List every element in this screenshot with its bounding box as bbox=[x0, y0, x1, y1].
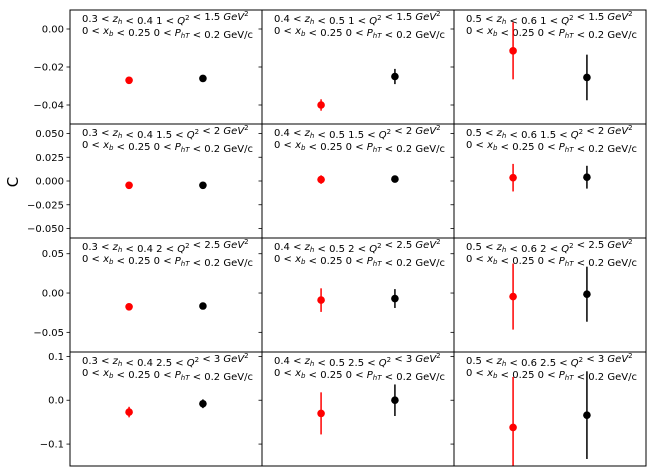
bin-label-zh-q2: 0.5 < zh < 0.6 2.5 < Q2 < 3 GeV2 bbox=[466, 352, 633, 369]
bin-label-zh-q2: 0.4 < zh < 0.5 2 < Q2 < 2.5 GeV2 bbox=[274, 238, 441, 255]
data-point-black bbox=[199, 181, 207, 190]
panel-r3-c1: 0.05 0.00 −0.05 0.3 < zh < 0.4 2 < Q2 < 2.5… bbox=[33, 237, 263, 353]
y-tick-label: 0.05 bbox=[42, 249, 64, 260]
data-point-red bbox=[125, 76, 133, 85]
bin-label-zh-q2: 0.5 < zh < 0.6 2 < Q2 < 2.5 GeV2 bbox=[466, 238, 633, 255]
y-tick-label: 0.0 bbox=[48, 396, 64, 407]
y-tick-label: −0.02 bbox=[33, 63, 64, 74]
data-point-red bbox=[509, 292, 517, 301]
y-tick-label: 0.000 bbox=[35, 177, 64, 188]
data-point-red bbox=[317, 409, 325, 418]
y-tick-label: −0.025 bbox=[27, 200, 64, 211]
data-point-black bbox=[583, 173, 591, 181]
data-point-red bbox=[125, 302, 133, 311]
panel-r1-c1: 0.00 −0.02 −0.04 0.3 < zh < 0.4 1 < Q2 < 1.… bbox=[33, 9, 263, 125]
data-point-black bbox=[199, 74, 207, 83]
data-point-red bbox=[125, 181, 133, 190]
bin-label-zh-q2: 0.5 < zh < 0.6 1.5 < Q2 < 2 GeV2 bbox=[466, 124, 633, 141]
bin-label-zh-q2: 0.4 < zh < 0.5 1 < Q2 < 1.5 GeV2 bbox=[274, 10, 441, 27]
data-point-red bbox=[509, 47, 517, 55]
bin-label-xb-pht: 0 < xb < 0.25 0 < PhT < 0.2 GeV/c bbox=[466, 26, 637, 41]
panel-frame bbox=[453, 351, 647, 467]
bin-label-xb-pht: 0 < xb < 0.25 0 < PhT < 0.2 GeV/c bbox=[274, 368, 445, 383]
panel-grid: 0.00 −0.02 −0.04 0.3 < zh < 0.4 1 < Q2 < 1.… bbox=[27, 9, 647, 467]
data-point-red bbox=[125, 408, 133, 416]
bin-label-zh-q2: 0.3 < zh < 0.4 1.5 < Q2 < 2 GeV2 bbox=[82, 124, 249, 141]
y-tick-label: −0.04 bbox=[33, 101, 64, 112]
bin-label-zh-q2: 0.5 < zh < 0.6 1 < Q2 < 1.5 GeV2 bbox=[466, 10, 633, 27]
y-tick-label: 0.00 bbox=[42, 289, 64, 300]
bin-label-zh-q2: 0.4 < zh < 0.5 2.5 < Q2 < 3 GeV2 bbox=[274, 352, 441, 369]
bin-label-zh-q2: 0.3 < zh < 0.4 1 < Q2 < 1.5 GeV2 bbox=[82, 10, 249, 27]
data-point-black bbox=[391, 175, 399, 183]
data-point-black bbox=[583, 290, 591, 299]
y-tick-label: 0.1 bbox=[48, 352, 64, 363]
y-tick-label: −0.050 bbox=[27, 224, 64, 235]
y-axis-label: C bbox=[4, 177, 22, 187]
data-point-black bbox=[199, 302, 207, 310]
panel-r2-c1: 0.050 0.025 0.000 −0.025 −0.050 0.3 < zh < 0.… bbox=[27, 123, 263, 239]
bin-label-xb-pht: 0 < xb < 0.25 0 < PhT < 0.2 GeV/c bbox=[274, 26, 445, 41]
data-point-black bbox=[391, 396, 399, 405]
y-tick-label: 0.050 bbox=[35, 129, 64, 140]
bin-label-xb-pht: 0 < xb < 0.25 0 < PhT < 0.2 GeV/c bbox=[82, 26, 253, 41]
bin-label-xb-pht: 0 < xb < 0.25 0 < PhT < 0.2 GeV/c bbox=[274, 254, 445, 269]
bin-label-xb-pht: 0 < xb < 0.25 0 < PhT < 0.2 GeV/c bbox=[82, 368, 253, 383]
y-tick-label: −0.05 bbox=[33, 328, 64, 339]
data-point-red bbox=[317, 101, 325, 109]
y-tick-label: 0.025 bbox=[35, 153, 64, 164]
data-point-black bbox=[391, 294, 399, 303]
data-point-red bbox=[509, 423, 517, 432]
bin-label-xb-pht: 0 < xb < 0.25 0 < PhT < 0.2 GeV/c bbox=[82, 140, 253, 155]
data-point-black bbox=[583, 73, 591, 82]
data-point-red bbox=[509, 173, 517, 182]
data-point-red bbox=[317, 296, 325, 304]
bin-label-zh-q2: 0.3 < zh < 0.4 2 < Q2 < 2.5 GeV2 bbox=[82, 238, 249, 255]
bin-label-xb-pht: 0 < xb < 0.25 0 < PhT < 0.2 GeV/c bbox=[82, 254, 253, 269]
data-point-black bbox=[199, 399, 207, 408]
y-tick-label: 0.00 bbox=[42, 25, 64, 36]
bin-label-zh-q2: 0.3 < zh < 0.4 2.5 < Q2 < 3 GeV2 bbox=[82, 352, 249, 369]
bin-label-xb-pht: 0 < xb < 0.25 0 < PhT < 0.2 GeV/c bbox=[274, 140, 445, 155]
data-point-black bbox=[391, 72, 399, 81]
panel-r4-c1: 0.1 0.0 −0.1 0.3 < zh < 0.4 2.5 < Q2 < 3 Ge… bbox=[40, 351, 263, 467]
bin-label-xb-pht: 0 < xb < 0.25 0 < PhT < 0.2 GeV/c bbox=[466, 140, 637, 155]
data-point-red bbox=[317, 175, 325, 184]
bin-label-xb-pht: 0 < xb < 0.25 0 < PhT < 0.2 GeV/c bbox=[466, 254, 637, 269]
bin-label-zh-q2: 0.4 < zh < 0.5 1.5 < Q2 < 2 GeV2 bbox=[274, 124, 441, 141]
y-tick-label: −0.1 bbox=[40, 440, 64, 451]
data-point-black bbox=[583, 411, 591, 419]
bin-label-xb-pht: 0 < xb < 0.25 0 < PhT < 0.2 GeV/c bbox=[466, 368, 637, 383]
